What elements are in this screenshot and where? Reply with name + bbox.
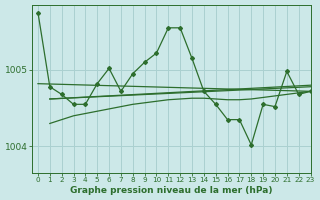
X-axis label: Graphe pression niveau de la mer (hPa): Graphe pression niveau de la mer (hPa) — [70, 186, 273, 195]
